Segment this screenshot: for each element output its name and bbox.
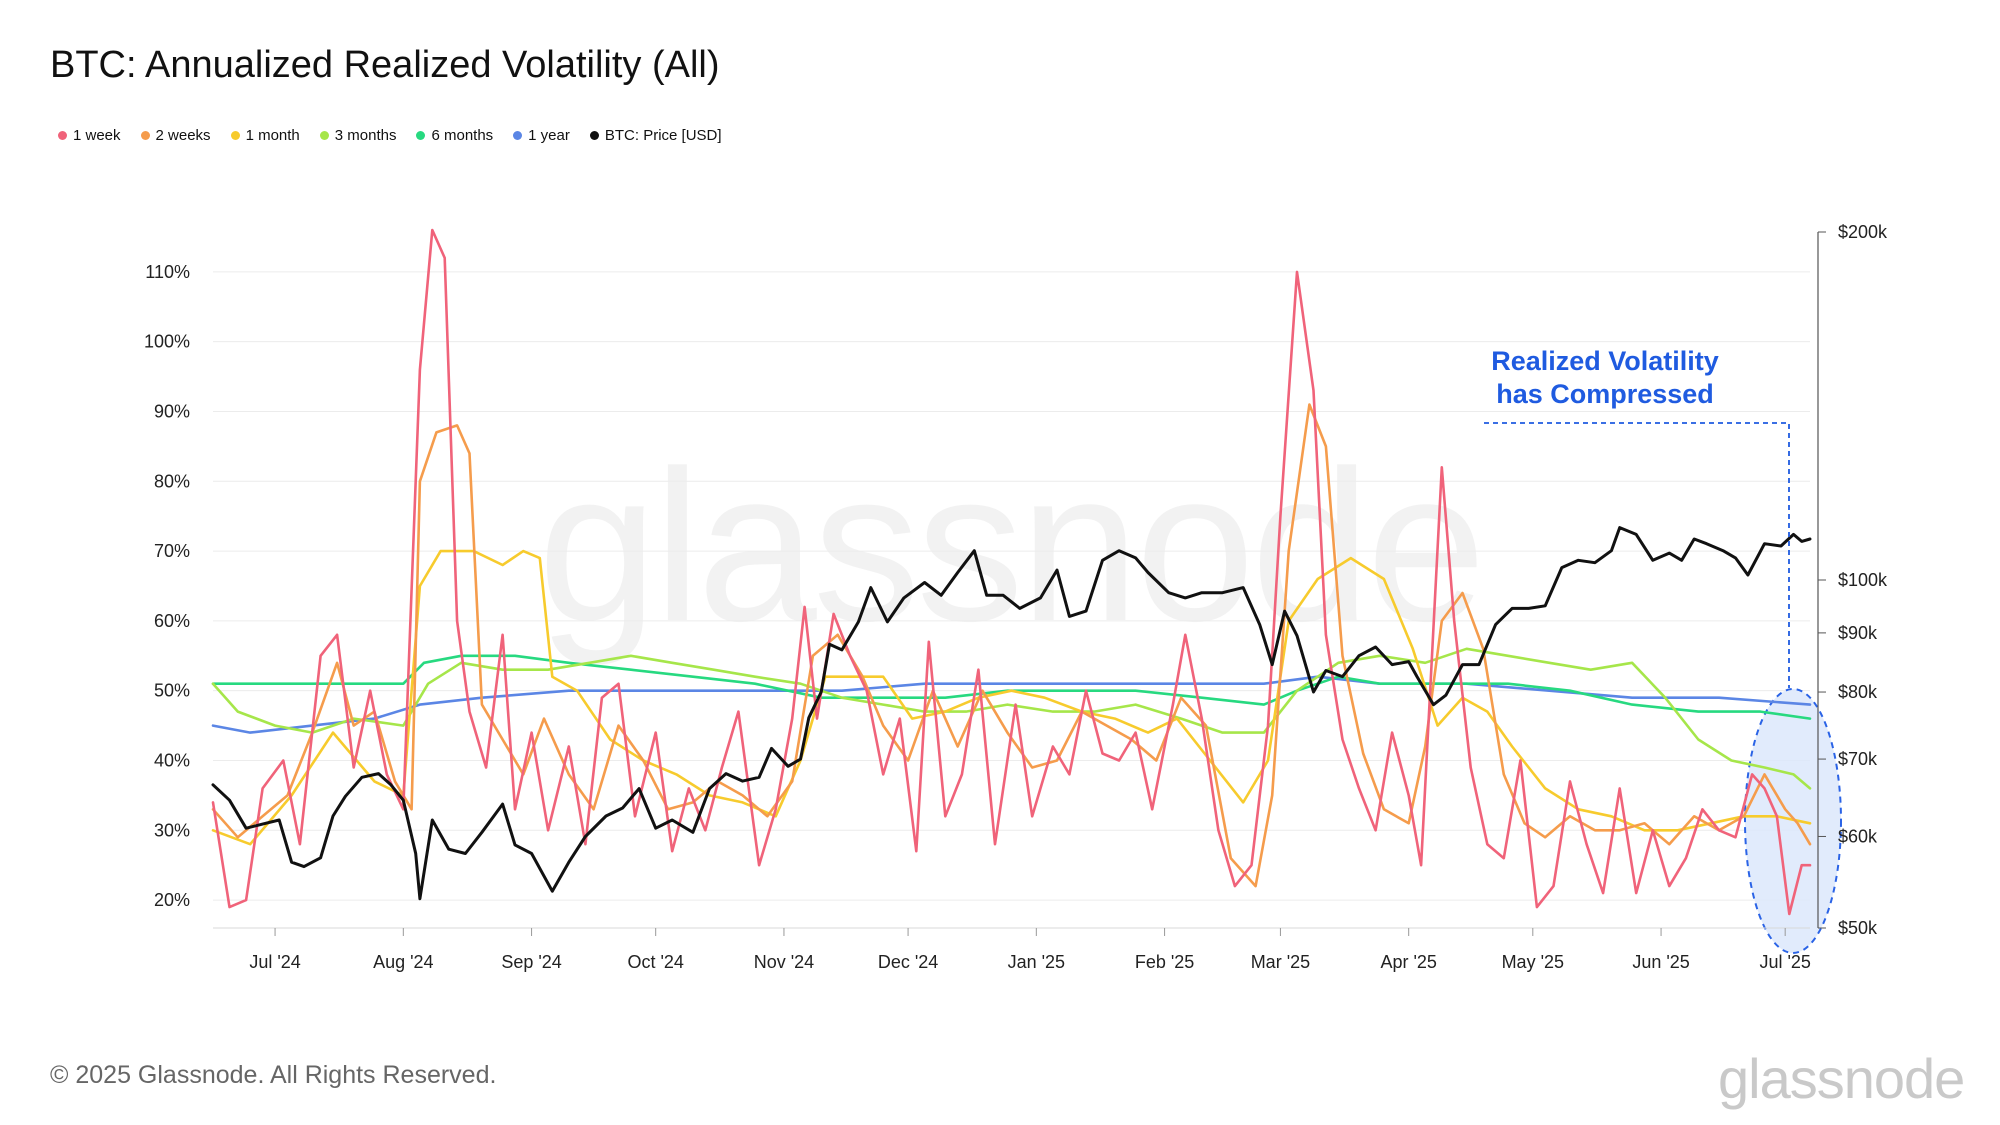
y-tick-label: 30% — [154, 820, 190, 840]
y-tick-label: 90% — [154, 401, 190, 421]
x-tick-label: Oct '24 — [627, 952, 683, 972]
legend-label: 1 year — [528, 127, 570, 144]
series-layer — [211, 228, 1812, 916]
chart-title: BTC: Annualized Realized Volatility (All… — [50, 44, 720, 86]
x-tick-label: Nov '24 — [754, 952, 814, 972]
x-tick-label: Jul '25 — [1759, 952, 1810, 972]
y-right-tick-label: $80k — [1838, 682, 1878, 702]
x-tick-label: May '25 — [1502, 952, 1564, 972]
legend-item[interactable]: 6 months — [416, 127, 493, 144]
x-tick-label: Jan '25 — [1008, 952, 1065, 972]
annotation-text: Realized Volatility — [1491, 346, 1719, 376]
legend-item[interactable]: BTC: Price [USD] — [589, 127, 722, 144]
y-right-tick-label: $70k — [1838, 749, 1878, 769]
x-tick-label: Sep '24 — [501, 952, 562, 972]
y-right-tick-label: $200k — [1838, 222, 1888, 242]
x-tick-label: Jul '24 — [249, 952, 300, 972]
legend-swatch — [589, 131, 599, 140]
legend-label: BTC: Price [USD] — [604, 127, 722, 144]
y-tick-label: 80% — [154, 471, 190, 491]
legend-item[interactable]: 3 months — [319, 127, 397, 144]
legend-label: 3 months — [334, 127, 397, 144]
glassnode-logo: glassnode — [1718, 1047, 1965, 1110]
x-tick-label: Apr '25 — [1380, 952, 1436, 972]
legend-swatch — [513, 131, 523, 140]
legend-swatch — [416, 131, 426, 140]
legend-item[interactable]: 1 year — [513, 127, 570, 144]
x-tick-label: Jun '25 — [1632, 952, 1689, 972]
series-line-1-year — [211, 675, 1812, 734]
y-tick-label: 60% — [154, 611, 190, 631]
axes: 20% 30% 40% 50% 60% 70% 80% 90% 100% 110% Jul '24 A… — [144, 222, 1888, 972]
legend-label: 1 week — [73, 127, 121, 144]
legend-item[interactable]: 1 month — [230, 127, 300, 144]
y-tick-label: 100% — [144, 332, 190, 352]
x-tick-label: Dec '24 — [878, 952, 938, 972]
legend-label: 1 month — [245, 127, 300, 144]
legend-item[interactable]: 1 week — [58, 127, 121, 144]
y-tick-label: 20% — [154, 890, 190, 910]
y-right-tick-label: $60k — [1838, 826, 1878, 846]
annotation-leader — [1484, 422, 1790, 688]
y-tick-label: 110% — [145, 262, 190, 282]
legend-swatch — [140, 131, 150, 140]
x-tick-label: Aug '24 — [373, 952, 434, 972]
legend-label: 6 months — [431, 127, 494, 144]
legend-swatch — [319, 131, 329, 140]
series-line-3-months — [211, 647, 1812, 790]
y-right-tick-label: $90k — [1838, 623, 1878, 643]
annotation-text: has Compressed — [1496, 379, 1714, 409]
series-line-btc-price-usd — [211, 526, 1812, 901]
legend-swatch — [230, 131, 240, 140]
series-line-1-month — [211, 549, 1812, 846]
y-tick-label: 70% — [154, 541, 190, 561]
series-line-1-week — [211, 228, 1812, 916]
y-tick-label: 50% — [154, 681, 190, 701]
y-right-tick-label: $50k — [1838, 918, 1878, 938]
legend-swatch — [58, 131, 67, 140]
legend: 1 week 2 weeks 1 month 3 months 6 months 1 ye… — [58, 127, 722, 144]
y-tick-label: 40% — [154, 750, 190, 770]
series-line-2-weeks — [211, 403, 1812, 888]
legend-label: 2 weeks — [155, 127, 211, 144]
grid — [213, 271, 1810, 901]
x-tick-label: Mar '25 — [1251, 952, 1310, 972]
copyright-text: © 2025 Glassnode. All Rights Reserved. — [50, 1061, 497, 1089]
x-tick-label: Feb '25 — [1135, 952, 1194, 972]
y-right-tick-label: $100k — [1838, 570, 1888, 590]
legend-item[interactable]: 2 weeks — [140, 127, 211, 144]
